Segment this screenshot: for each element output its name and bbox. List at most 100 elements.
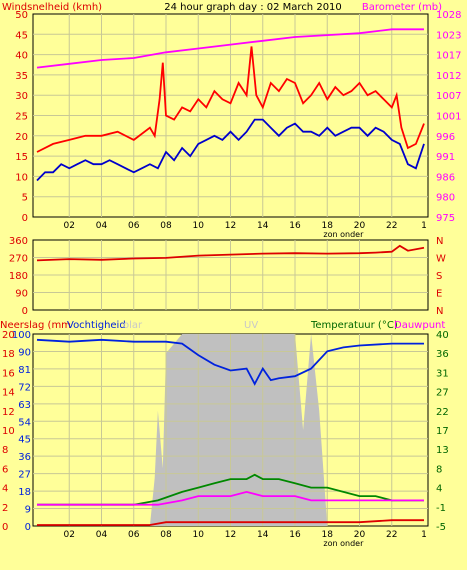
wind-gust-line <box>36 46 425 153</box>
humidity-tick-label: 0 <box>25 522 31 533</box>
rain-tick-label: 2 <box>2 503 8 514</box>
humidity-tick-label: 27 <box>18 470 31 481</box>
rain-tick-label: 0 <box>2 522 8 533</box>
x-tick-label: 10 <box>193 221 205 231</box>
barometer-tick-label: 996 <box>436 132 455 143</box>
direction-tick-label: 270 <box>9 254 28 265</box>
wind-x-ticks: 02 04 06 08 10 12 14 16 18 20 22 1 zon onder <box>64 221 427 239</box>
temperature-tick-label: 4 <box>436 484 442 495</box>
temperature-axis-label: Temperatuur (°C) <box>310 320 398 331</box>
rain-tick-label: 4 <box>2 484 8 495</box>
humidity-tick-label: 9 <box>25 505 31 516</box>
chart-title: 24 hour graph day : 02 March 2010 <box>164 2 342 13</box>
barometer-axis-label: Barometer (mb) <box>362 2 442 13</box>
rain-tick-label: 6 <box>2 464 8 475</box>
wind-tick-label: 20 <box>15 132 28 143</box>
temperature-tick-label: -1 <box>436 503 446 514</box>
temperature-right-ticks: -5 -1 4 8 13 17 22 27 31 36 40 <box>436 330 449 533</box>
rain-tick-label: 14 <box>2 388 15 399</box>
humidity-tick-label: 100 <box>12 330 31 341</box>
x-tick-label: 02 <box>64 530 75 540</box>
x-tick-label: 22 <box>386 530 397 540</box>
x-tick-label: 1 <box>421 530 427 540</box>
wind-tick-label: 5 <box>22 193 28 204</box>
barometer-line <box>36 28 424 69</box>
sunset-label: zon onder <box>323 230 364 239</box>
dewpoint-line <box>37 490 424 506</box>
solar-axis-label: olar <box>123 320 143 331</box>
x-tick-label: 12 <box>225 221 236 231</box>
temperature-tick-label: 22 <box>436 407 449 418</box>
compass-tick-label: N <box>436 236 443 247</box>
x-tick-label: 02 <box>64 221 75 231</box>
humidity-tick-label: 36 <box>18 452 31 463</box>
barometer-tick-label: 1017 <box>436 51 461 62</box>
wind-tick-label: 15 <box>15 152 28 163</box>
humidity-tick-label: 81 <box>18 365 31 376</box>
barometer-tick-label: 1001 <box>436 112 461 123</box>
humidity-tick-label: 90 <box>18 347 31 358</box>
humidity-tick-label: 54 <box>18 417 31 428</box>
temperature-line <box>37 473 424 506</box>
x-tick-label: 06 <box>128 221 140 231</box>
x-tick-label: 1 <box>421 221 427 231</box>
wind-tick-label: 40 <box>15 51 28 62</box>
x-tick-label: 14 <box>257 530 269 540</box>
x-tick-label: 22 <box>386 221 397 231</box>
wind-tick-label: 30 <box>15 91 28 102</box>
x-tick-label: 20 <box>354 530 366 540</box>
solar-area <box>149 334 328 526</box>
temperature-tick-label: -5 <box>436 522 446 533</box>
x-tick-label: 08 <box>160 530 172 540</box>
compass-tick-label: W <box>436 254 446 265</box>
wind-left-ticks: 0 5 10 15 20 25 30 35 40 45 50 <box>15 10 28 224</box>
direction-tick-label: 360 <box>9 236 28 247</box>
wind-average-line <box>36 118 425 182</box>
direction-panel-grid <box>33 240 428 310</box>
direction-tick-label: 90 <box>15 289 28 300</box>
compass-tick-label: N <box>436 306 443 317</box>
barometer-right-ticks: 975 980 986 991 996 1001 1007 1012 1017 1023 1028 <box>436 10 461 224</box>
x-tick-label: 18 <box>322 530 334 540</box>
direction-series <box>36 244 425 262</box>
humidity-axis-label: Vochtigheid <box>67 320 126 331</box>
barometer-tick-label: 991 <box>436 152 455 163</box>
rain-tick-label: 10 <box>2 426 15 437</box>
x-tick-label: 16 <box>289 530 301 540</box>
humidity-tick-label: 72 <box>18 382 31 393</box>
x-tick-label: 18 <box>322 221 334 231</box>
direction-tick-label: 0 <box>22 306 28 317</box>
x-tick-label: 20 <box>354 221 366 231</box>
temperature-tick-label: 8 <box>436 464 442 475</box>
rain-axis-label: Neerslag (mm <box>0 320 71 331</box>
humidity-panel-grid <box>33 334 428 526</box>
rain-tick-label: 12 <box>2 407 15 418</box>
barometer-tick-label: 1012 <box>436 71 461 82</box>
dewpoint-axis-label: Dauwpunt <box>394 320 445 331</box>
x-tick-label: 12 <box>225 530 236 540</box>
x-tick-label: 10 <box>193 530 205 540</box>
wind-direction-line <box>36 244 425 262</box>
humidity-tick-label: 18 <box>18 487 31 498</box>
barometer-tick-label: 1028 <box>436 10 461 21</box>
uv-axis-label: UV <box>244 320 258 331</box>
temperature-tick-label: 17 <box>436 426 449 437</box>
x-tick-label: 14 <box>257 221 269 231</box>
rain-tick-label: 16 <box>2 368 15 379</box>
barometer-tick-label: 1023 <box>436 30 461 41</box>
wind-tick-label: 45 <box>15 30 28 41</box>
barometer-tick-label: 1007 <box>436 91 461 102</box>
temperature-tick-label: 31 <box>436 368 449 379</box>
temperature-tick-label: 40 <box>436 330 449 341</box>
humidity-tick-label: 45 <box>18 435 31 446</box>
x-tick-label: 04 <box>96 221 108 231</box>
temperature-tick-label: 13 <box>436 445 449 456</box>
wind-tick-label: 0 <box>22 213 28 224</box>
barometer-tick-label: 975 <box>436 213 455 224</box>
rain-line <box>37 519 424 526</box>
humidity-x-ticks: 02 04 06 08 10 12 14 16 18 20 22 1 zon onder <box>64 530 427 548</box>
humidity-tick-label: 63 <box>18 400 31 411</box>
